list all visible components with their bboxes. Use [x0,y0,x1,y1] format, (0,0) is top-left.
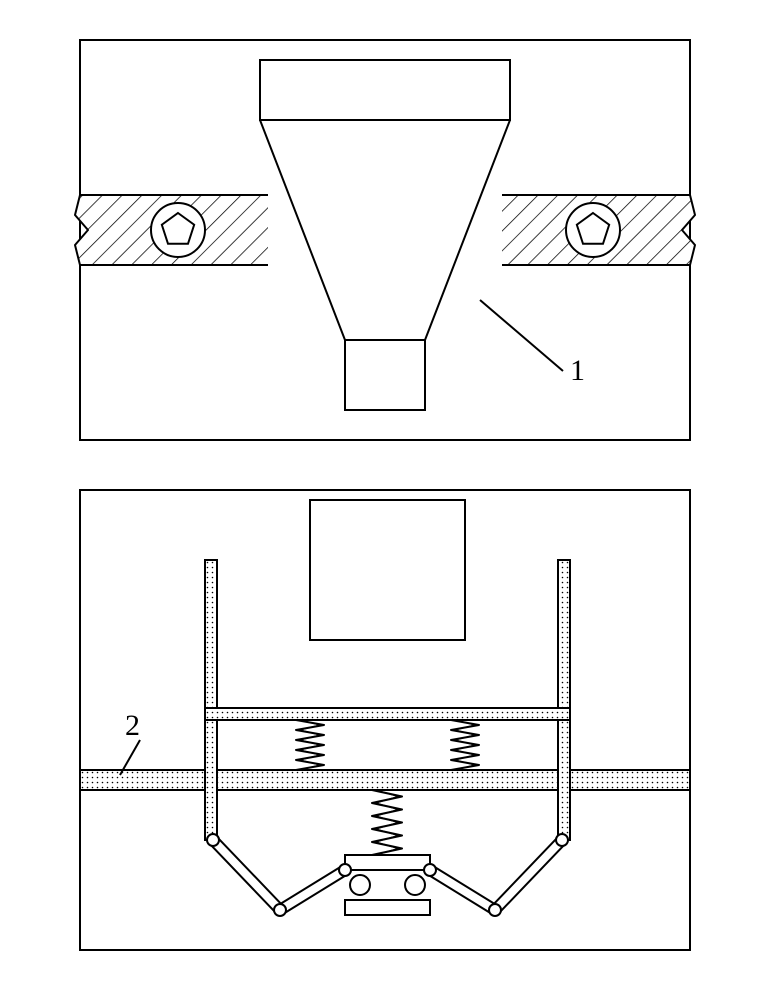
bolt-right [566,203,620,257]
upper-assembly: 1 [75,40,695,440]
ball-right [405,875,425,895]
label-2: 2 [125,709,140,742]
hopper-spout [345,340,425,410]
bearing-plate-upper [345,855,430,870]
label-1: 1 [570,354,585,387]
ball-left [350,875,370,895]
lever-left [207,834,351,916]
tray-leg-left [205,720,217,840]
base-bar [80,770,690,790]
bolt-left [151,203,205,257]
leader-line-1 [480,300,563,371]
lever-right [424,834,568,916]
bearing-plate-lower [345,900,430,915]
spring-upper-left [296,720,324,770]
tray-upright-left [205,560,217,708]
lower-assembly: 2 [80,490,690,950]
tray-leg-right [558,720,570,840]
spring-upper-right [451,720,479,770]
spring-center [372,790,402,855]
hopper-top [260,60,510,120]
tray-upright-right [558,560,570,708]
hopper-funnel [260,120,510,340]
tray-plate [205,708,570,720]
block [310,500,465,640]
